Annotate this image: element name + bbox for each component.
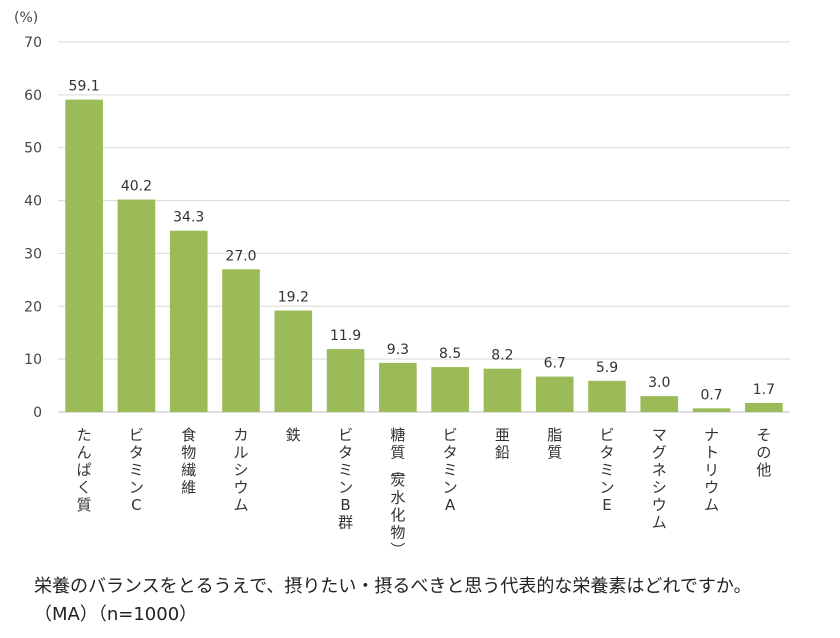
x-tick-label: ビタミン C	[129, 426, 144, 514]
bar	[117, 199, 156, 412]
bar	[692, 408, 731, 412]
x-tick-label: カルシウム	[233, 426, 248, 514]
data-label: 19.2	[278, 290, 309, 306]
y-axis-unit-label: (%)	[14, 10, 38, 26]
bar	[588, 380, 626, 412]
data-label: 11.9	[330, 328, 361, 344]
y-tick-label: 20	[24, 299, 42, 315]
y-tick-label: 30	[24, 246, 42, 262]
bar	[535, 376, 574, 412]
data-label: 40.2	[121, 179, 152, 195]
x-tick-label: マグネシウム	[652, 426, 667, 532]
data-label: 27.0	[225, 248, 256, 264]
y-tick-label: 60	[24, 88, 42, 104]
data-label: 5.9	[596, 360, 618, 376]
bar	[640, 396, 679, 412]
chart-caption-question: 栄養のバランスをとるうえで、摂りたい・摂るべきと思う代表的な栄養素はどれですか。	[34, 576, 752, 597]
bar	[65, 99, 103, 412]
bar	[169, 230, 208, 412]
x-tick-label: ビタミン E	[599, 426, 614, 514]
y-tick-label: 0	[33, 405, 42, 421]
bar	[274, 310, 313, 412]
data-label: 9.3	[387, 342, 409, 358]
x-tick-label: 鉄	[286, 426, 301, 444]
x-tick-label: たんぱく質	[77, 426, 92, 514]
y-tick-label: 40	[24, 194, 42, 210]
data-label: 8.2	[491, 348, 513, 364]
bar-chart: (%) 0 10 20 30 40 50 60 70 59.1 40.2 34.3 27.0 19.2…	[14, 10, 790, 559]
x-tick-label: その他	[756, 426, 771, 479]
y-tick-label: 50	[24, 141, 42, 157]
bar	[326, 349, 365, 412]
bar	[222, 269, 260, 412]
bar	[483, 368, 522, 412]
data-label: 34.3	[173, 210, 204, 226]
x-tick-label: ビタミン A	[443, 426, 458, 514]
x-tick-label: 脂質	[547, 426, 562, 462]
bar	[745, 403, 783, 412]
data-label: 6.7	[544, 356, 566, 372]
data-label: 1.7	[753, 382, 775, 398]
data-label: 0.7	[700, 387, 722, 403]
y-tick-label: 70	[24, 35, 42, 51]
x-tick-label: ナトリウム	[704, 426, 719, 514]
x-tick-label: 亜鉛	[495, 426, 510, 462]
bar	[379, 362, 417, 412]
x-tick-label: ビタミン B 群	[338, 426, 353, 532]
x-tick-label: 糖質︵炭水化物︶	[390, 426, 405, 559]
data-label: 8.5	[439, 346, 461, 362]
data-label: 59.1	[69, 79, 100, 95]
y-tick-label: 10	[24, 352, 42, 368]
chart-caption-sample: （MA）（n=1000）	[34, 604, 198, 625]
data-label: 3.0	[648, 375, 670, 391]
bar	[431, 367, 469, 412]
x-tick-label: 食物繊維	[181, 426, 196, 497]
